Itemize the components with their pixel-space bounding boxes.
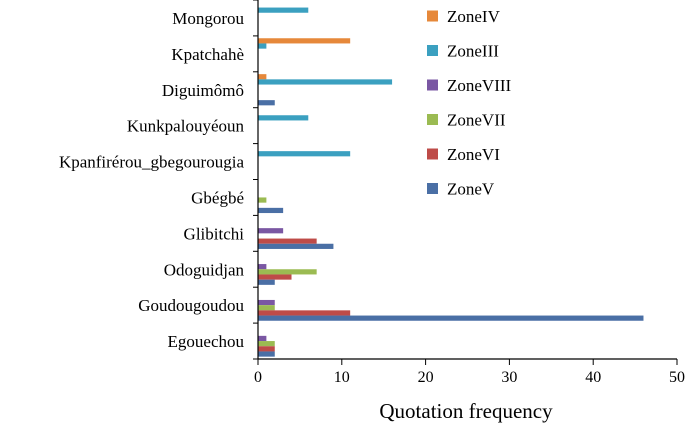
x-tick-label-50: 50 bbox=[669, 369, 685, 386]
bar-kpatchahe-zoneiii bbox=[258, 43, 267, 49]
legend: ZoneIV ZoneIII ZoneVIII ZoneVII ZoneVI ZoneV bbox=[427, 7, 512, 199]
bar-odoguidjan-zoneviii bbox=[258, 264, 267, 270]
x-tick-label-0: 0 bbox=[254, 369, 262, 386]
bar-goudougoudou-zonevi bbox=[258, 310, 351, 316]
bar-mongorou-zoneiii bbox=[258, 7, 309, 13]
legend-swatch-zonevii bbox=[427, 114, 438, 125]
bar-kunkpalouyeoun-zoneiii bbox=[258, 115, 309, 121]
bar-egouechou-zonevi bbox=[258, 346, 275, 352]
bar-diguimomo-zoneiii bbox=[258, 79, 393, 85]
bar-kpanfirerou-gbegourougia-zoneiii bbox=[258, 151, 351, 157]
bar-goudougoudou-zonev bbox=[258, 315, 644, 321]
bar-diguimomo-zonev bbox=[258, 100, 275, 106]
category-label-kpanfirerou-gbegourougia: Kpanfirérou_gbegourougia bbox=[59, 153, 245, 172]
category-label-gbegbe: Gbégbé bbox=[191, 188, 244, 207]
category-label-goudougoudou: Goudougoudou bbox=[138, 296, 244, 315]
bar-goudougoudou-zoneviii bbox=[258, 299, 275, 306]
bar-kpatchahe-zoneiv bbox=[258, 38, 351, 44]
category-labels: Mongorou Kpatchahè Diguimômô Kunkpalouyéoun… bbox=[59, 0, 258, 360]
category-label-kpatchahe: Kpatchahè bbox=[171, 45, 244, 64]
legend-swatch-zoneiv bbox=[427, 10, 438, 22]
bar-gbegbe-zonevii bbox=[258, 197, 267, 203]
legend-swatch-zoneiii bbox=[427, 45, 438, 56]
legend-label-zoneiv: ZoneIV bbox=[447, 7, 501, 26]
bar-glibitchi-zonev bbox=[258, 243, 334, 249]
legend-swatch-zonev bbox=[427, 183, 438, 194]
x-tick-label-20: 20 bbox=[418, 369, 434, 386]
category-label-mongorou: Mongorou bbox=[172, 9, 244, 28]
bar-gbegbe-zonev bbox=[258, 207, 284, 214]
legend-swatch-zonevi bbox=[427, 148, 438, 160]
x-axis-title: Quotation frequency bbox=[379, 399, 553, 423]
legend-label-zonevi: ZoneVI bbox=[447, 145, 500, 164]
legend-label-zonev: ZoneV bbox=[447, 180, 495, 199]
bar-glibitchi-zonevi bbox=[258, 238, 317, 244]
legend-label-zonevii: ZoneVII bbox=[447, 111, 506, 130]
category-label-diguimomo: Diguimômô bbox=[162, 81, 244, 100]
bar-diguimomo-zoneiv bbox=[258, 74, 267, 80]
bar-odoguidjan-zonevi bbox=[258, 274, 292, 280]
bars-group bbox=[258, 7, 644, 357]
bar-glibitchi-zoneviii bbox=[258, 228, 284, 234]
legend-swatch-zoneviii bbox=[427, 79, 438, 91]
category-label-egouechou: Egouechou bbox=[168, 332, 245, 351]
category-label-glibitchi: Glibitchi bbox=[184, 224, 245, 243]
legend-label-zoneiii: ZoneIII bbox=[447, 42, 499, 61]
bar-egouechou-zonev bbox=[258, 351, 275, 357]
category-label-odoguidjan: Odoguidjan bbox=[164, 260, 245, 279]
category-label-kunkpalouyeoun: Kunkpalouyéoun bbox=[127, 117, 245, 136]
bar-egouechou-zoneviii bbox=[258, 335, 267, 342]
x-tick-label-10: 10 bbox=[334, 369, 350, 386]
x-tick-label-30: 30 bbox=[501, 369, 517, 386]
bar-odoguidjan-zonev bbox=[258, 279, 275, 285]
bar-egouechou-zonevii bbox=[258, 341, 275, 347]
legend-label-zoneviii: ZoneVIII bbox=[447, 76, 512, 95]
x-tick-label-40: 40 bbox=[585, 369, 601, 386]
bar-odoguidjan-zonevii bbox=[258, 269, 317, 275]
x-ticks: 0 10 20 30 40 50 bbox=[254, 359, 685, 386]
bar-goudougoudou-zonevii bbox=[258, 305, 275, 311]
